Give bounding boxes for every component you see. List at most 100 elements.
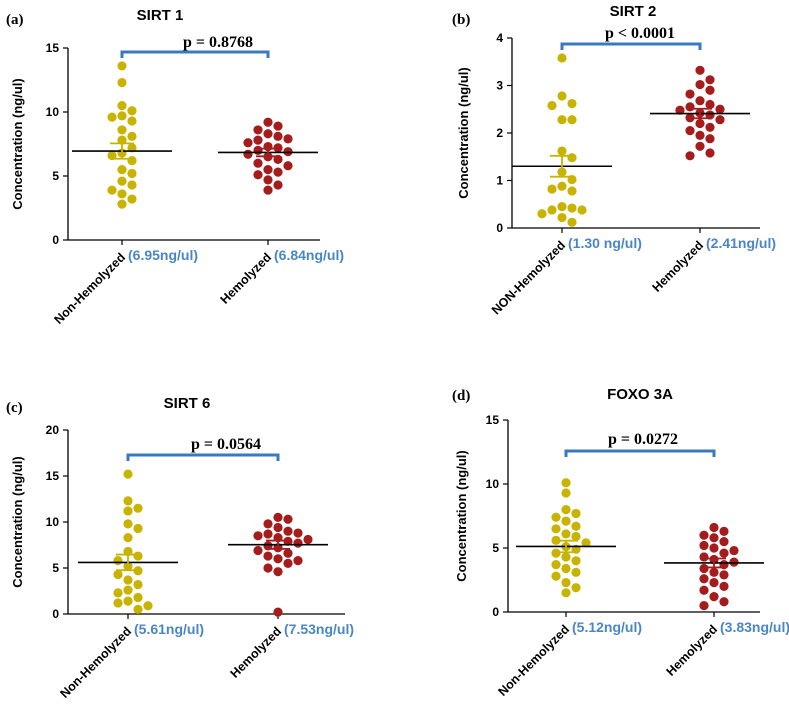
data-point	[283, 526, 293, 536]
data-point	[695, 130, 705, 140]
category-label: Non-Hemolyzed	[57, 624, 134, 701]
data-point	[117, 165, 127, 175]
data-point	[719, 548, 729, 558]
y-tick-label: 5	[492, 541, 499, 555]
data-point	[699, 540, 709, 551]
data-point	[127, 143, 137, 153]
y-tick-label: 10	[46, 105, 60, 119]
data-point	[729, 545, 739, 556]
data-point	[107, 150, 117, 161]
data-point	[561, 478, 571, 488]
data-point	[117, 111, 127, 121]
data-point	[567, 186, 577, 196]
data-point	[709, 577, 719, 588]
mean-label: (1.30 ng/ul)	[568, 235, 642, 251]
significance-bracket	[560, 42, 702, 50]
y-tick-label: 2	[496, 126, 503, 140]
y-axis-label: Concentration (ng/ul)	[454, 450, 469, 581]
data-point	[719, 537, 729, 547]
data-point	[123, 585, 133, 595]
data-point	[715, 104, 725, 114]
data-point	[113, 598, 123, 608]
data-point	[551, 524, 561, 534]
data-point	[695, 65, 705, 75]
data-point	[685, 151, 695, 161]
data-point	[127, 194, 137, 204]
mean-label: (3.83ng/ul)	[720, 619, 789, 635]
category-label: NON-Hemolyzed	[489, 238, 568, 317]
data-point	[705, 99, 715, 110]
data-point	[699, 601, 709, 611]
data-point	[117, 199, 127, 209]
data-point	[571, 531, 581, 542]
data-point	[577, 205, 587, 215]
data-point	[263, 165, 273, 175]
category-label: Hemolyzed	[218, 250, 275, 307]
mean-label: (6.84ng/ul)	[274, 247, 344, 263]
data-point	[567, 153, 577, 163]
y-tick-label: 0	[492, 605, 499, 619]
data-point	[113, 588, 123, 598]
data-point	[551, 571, 561, 581]
data-point	[273, 567, 283, 577]
data-point	[685, 126, 695, 136]
category-label: Hemolyzed	[664, 622, 721, 679]
data-point	[123, 506, 133, 516]
data-point	[567, 203, 577, 213]
data-point	[243, 149, 253, 159]
y-tick-label: 4	[496, 31, 503, 45]
data-point	[551, 512, 561, 522]
series-non-hemolyzed	[512, 53, 612, 227]
chart-title: SIRT 6	[164, 395, 211, 412]
data-point	[699, 552, 709, 562]
mean-label: (2.41ng/ul)	[706, 235, 776, 251]
data-point	[699, 563, 709, 574]
data-point	[253, 531, 263, 541]
y-tick-label: 3	[496, 79, 503, 93]
data-point	[127, 168, 137, 179]
data-point	[263, 117, 273, 127]
category-label: Non-Hemolyzed	[495, 622, 572, 699]
data-point	[253, 170, 263, 180]
data-point	[107, 185, 117, 195]
data-point	[675, 105, 685, 115]
y-tick-label: 15	[486, 413, 500, 427]
y-tick-label: 10	[46, 515, 60, 529]
series-hemolyzed	[650, 65, 750, 161]
significance-bracket	[564, 449, 716, 457]
data-point	[685, 89, 695, 99]
data-point	[123, 469, 133, 479]
data-point	[127, 106, 137, 116]
data-point	[547, 205, 557, 215]
data-point	[107, 112, 117, 122]
panel-d: (d) FOXO 3A Concentration (ng/ul) 0 5 10 15 Non…	[452, 386, 789, 699]
p-value: p = 0.8768	[183, 34, 253, 51]
data-point	[253, 145, 263, 155]
data-point	[293, 538, 303, 548]
data-point	[567, 115, 577, 125]
data-point	[293, 556, 303, 566]
data-point	[557, 115, 567, 125]
y-axis-label: Concentration (ng/ul)	[456, 67, 471, 198]
data-point	[113, 556, 123, 566]
data-point	[273, 131, 283, 141]
data-point	[699, 530, 709, 540]
data-point	[127, 156, 137, 166]
data-point	[695, 141, 705, 151]
data-point	[273, 522, 283, 533]
mean-label: (6.95ng/ul)	[128, 247, 198, 263]
y-tick-label: 0	[52, 607, 59, 621]
data-point	[253, 158, 263, 168]
category-label: Non-Hemolyzed	[51, 250, 128, 327]
data-point	[567, 98, 577, 109]
data-point	[133, 551, 143, 561]
y-tick-label: 1	[496, 174, 503, 188]
data-point	[263, 185, 273, 195]
data-point	[729, 557, 739, 567]
p-value: p = 0.0564	[191, 436, 261, 453]
mean-label: (7.53ng/ul)	[284, 621, 354, 637]
data-point	[117, 125, 127, 135]
mean-label: (5.12ng/ul)	[572, 619, 642, 635]
data-point	[547, 184, 557, 194]
data-point	[719, 570, 729, 580]
